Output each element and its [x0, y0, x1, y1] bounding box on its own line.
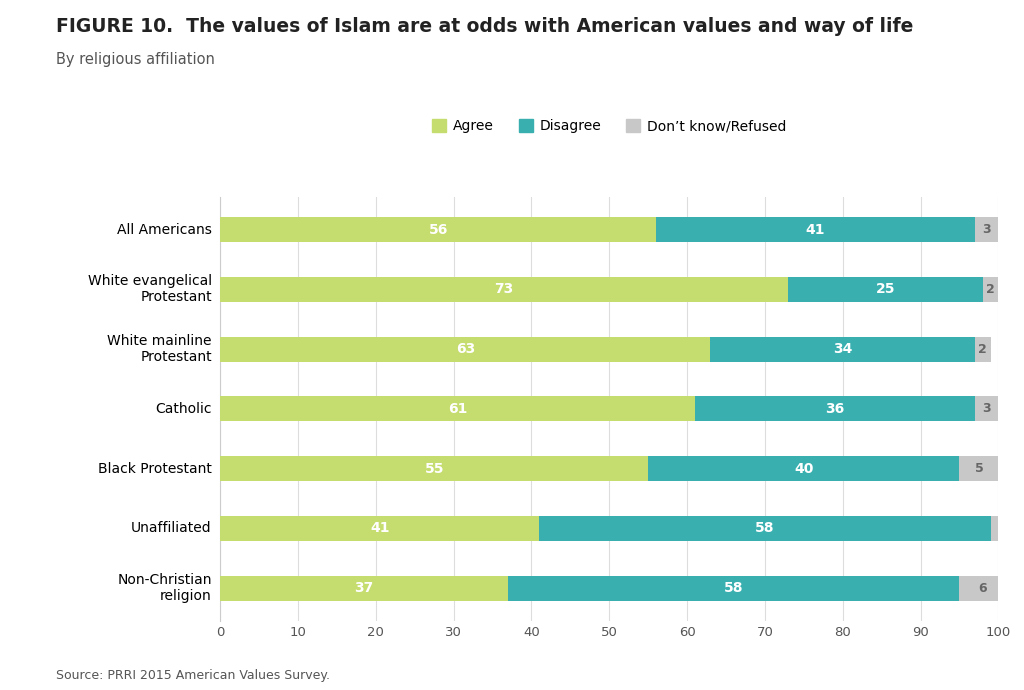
Bar [220, 516, 540, 541]
Bar [983, 277, 998, 302]
Bar [648, 456, 959, 481]
Bar [975, 217, 998, 242]
Text: By religious affiliation: By religious affiliation [56, 52, 215, 67]
Text: 58: 58 [724, 581, 743, 595]
Text: 73: 73 [495, 282, 514, 296]
Bar [695, 396, 975, 422]
Bar [220, 456, 648, 481]
Bar [220, 277, 788, 302]
Text: 41: 41 [370, 522, 389, 535]
Bar [540, 516, 990, 541]
Bar [220, 396, 695, 422]
Text: Source: PRRI 2015 American Values Survey.: Source: PRRI 2015 American Values Survey… [56, 669, 331, 682]
Bar [959, 575, 1007, 601]
Text: 36: 36 [825, 402, 845, 416]
Text: 58: 58 [755, 522, 775, 535]
Text: 25: 25 [876, 282, 895, 296]
Bar [959, 456, 998, 481]
Bar [788, 277, 983, 302]
Bar [220, 217, 656, 242]
Bar [656, 217, 975, 242]
Bar [220, 337, 711, 362]
Text: 6: 6 [979, 582, 987, 595]
Bar [220, 575, 508, 601]
Legend: Agree, Disagree, Don’t know/Refused: Agree, Disagree, Don’t know/Refused [426, 114, 793, 139]
Text: 61: 61 [447, 402, 467, 416]
Text: 2: 2 [986, 283, 995, 296]
Bar [975, 396, 998, 422]
Text: 3: 3 [982, 223, 991, 236]
Text: 2: 2 [979, 342, 987, 355]
Text: 37: 37 [354, 581, 374, 595]
Text: 3: 3 [982, 402, 991, 415]
Bar [990, 516, 998, 541]
Text: 40: 40 [795, 462, 813, 475]
Text: 34: 34 [834, 342, 852, 356]
Text: FIGURE 10.  The values of Islam are at odds with American values and way of life: FIGURE 10. The values of Islam are at od… [56, 17, 913, 37]
Bar [508, 575, 959, 601]
Text: 63: 63 [456, 342, 475, 356]
Text: 5: 5 [975, 462, 983, 475]
Bar [711, 337, 975, 362]
Text: 56: 56 [428, 222, 447, 237]
Text: 55: 55 [424, 462, 444, 475]
Text: 41: 41 [806, 222, 825, 237]
Bar [975, 337, 990, 362]
